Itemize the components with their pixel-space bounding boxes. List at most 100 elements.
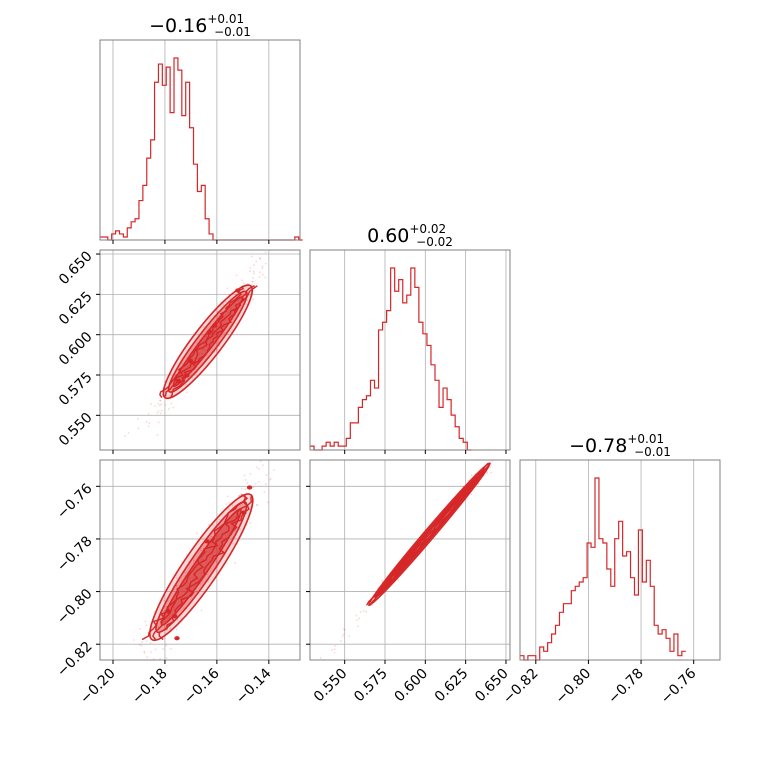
sample-point <box>149 642 152 644</box>
sample-point <box>250 255 253 258</box>
sample-point <box>223 332 226 334</box>
x-tick-label: −0.18 <box>129 666 171 708</box>
sample-point <box>199 582 202 585</box>
sample-point <box>123 709 125 711</box>
sample-point <box>241 279 243 282</box>
sample-point <box>162 610 165 613</box>
sample-point <box>486 471 488 474</box>
contour-line-0 <box>365 462 489 606</box>
sample-point <box>163 637 166 640</box>
x-gridlines <box>535 460 695 660</box>
sample-point <box>114 705 116 707</box>
sample-point <box>162 648 164 650</box>
sample-point <box>136 673 138 675</box>
histogram-title-2: −0.78+0.01 −0.01 <box>569 432 671 459</box>
sample-point <box>150 403 152 405</box>
sample-point <box>184 571 187 574</box>
sample-point <box>237 495 240 497</box>
sample-point <box>381 579 384 582</box>
sample-point <box>244 478 247 481</box>
sample-point <box>159 657 162 660</box>
x-gridlines <box>112 460 270 660</box>
sample-point <box>152 660 154 662</box>
y-gridlines <box>310 485 510 645</box>
sample-point <box>231 542 234 545</box>
sample-point <box>371 604 373 607</box>
contour-line-1 <box>163 285 256 398</box>
sample-point <box>169 647 172 650</box>
sample-point <box>358 617 361 620</box>
x-gridlines <box>344 250 507 450</box>
sample-point <box>134 667 136 669</box>
sample-point <box>160 409 163 412</box>
contour-island <box>174 636 180 641</box>
sample-point <box>261 267 264 270</box>
sample-point <box>212 524 215 527</box>
contour-island <box>392 569 398 574</box>
contour-island <box>172 614 178 619</box>
panel-frame <box>309 249 511 451</box>
sample-point <box>151 626 154 628</box>
contour-island <box>375 590 382 595</box>
sample-point <box>124 695 126 697</box>
sample-point <box>257 480 260 483</box>
title-value: 0.60 <box>367 225 409 247</box>
sample-point <box>267 501 269 504</box>
sample-point <box>281 242 283 244</box>
sample-point <box>254 482 257 485</box>
contour-island <box>184 373 190 378</box>
sample-point <box>259 257 262 260</box>
y-tick-label: −0.78 <box>54 533 96 575</box>
sample-point <box>140 644 143 647</box>
sample-point <box>172 406 175 409</box>
sample-point <box>255 504 258 507</box>
sample-point <box>264 276 267 279</box>
histogram-title-1: 0.60+0.02 −0.02 <box>367 222 453 249</box>
sample-point <box>165 644 168 647</box>
sample-point <box>141 641 143 643</box>
sample-point <box>150 651 152 653</box>
histogram-line-2 <box>520 477 686 661</box>
sample-point <box>195 532 198 535</box>
sample-point <box>201 580 204 583</box>
y-tick-label: 0.625 <box>56 289 96 329</box>
sample-point <box>255 466 258 469</box>
density-group <box>114 425 289 711</box>
sample-point <box>215 561 218 563</box>
scatter-panel-1: −0.20 −0.18 −0.16 −0.14 −0.82 −0.80 −0.78 −0.76 <box>54 425 301 711</box>
sample-point <box>249 521 252 524</box>
sample-point <box>136 417 139 420</box>
sample-point <box>333 651 336 654</box>
sample-point <box>507 438 509 440</box>
sample-point <box>278 444 280 446</box>
sample-point <box>489 466 491 469</box>
sample-point <box>503 433 505 435</box>
sample-point <box>169 627 171 630</box>
contour-line-2 <box>368 462 491 606</box>
sample-point <box>229 297 232 299</box>
sample-point <box>230 331 233 333</box>
panel-frame <box>309 459 511 661</box>
sample-point <box>340 640 342 642</box>
sample-point <box>165 629 168 632</box>
histogram-line-1 <box>310 267 472 451</box>
title-plus: +0.01 <box>207 12 244 26</box>
panel-frame <box>99 39 301 241</box>
sample-point <box>246 481 249 484</box>
panel-frame <box>99 249 301 451</box>
sample-point <box>231 504 234 507</box>
sample-point <box>145 624 148 626</box>
sample-point <box>251 284 254 286</box>
x-gridlines <box>344 460 507 660</box>
sample-point <box>164 403 167 406</box>
contour-island <box>396 567 402 572</box>
sample-point <box>496 455 498 457</box>
sample-point <box>154 405 156 408</box>
histogram-title-0: −0.16+0.01 −0.01 <box>149 12 251 39</box>
y-tick-label: −0.82 <box>54 639 96 681</box>
sample-point <box>156 411 159 414</box>
sample-point <box>511 435 513 437</box>
sample-point <box>287 425 289 427</box>
sample-point <box>159 399 162 402</box>
